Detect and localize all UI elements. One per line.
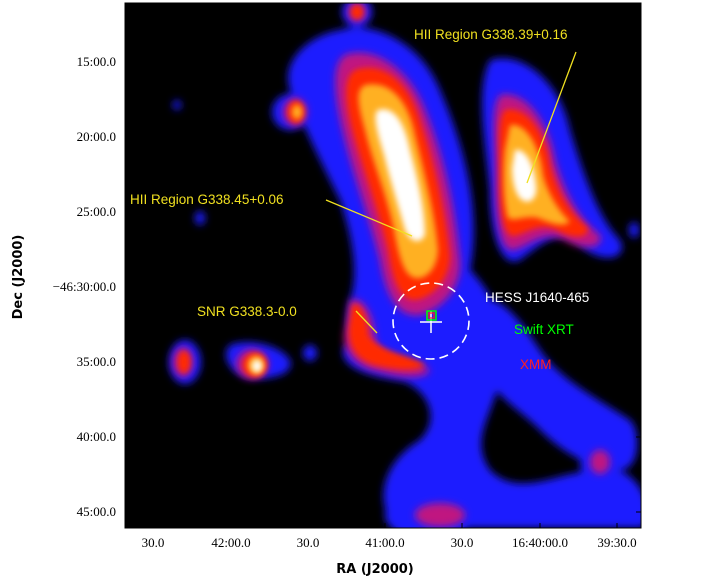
- legend-xmm: XMM: [520, 357, 552, 372]
- x-tick-label: 39:30.0: [597, 535, 636, 550]
- y-tick-label: 40:00.0: [77, 429, 116, 444]
- y-tick-label: 45:00.0: [77, 504, 116, 519]
- hii-region-2-pointer: [325, 199, 413, 237]
- swift-xrt-marker: [426, 310, 437, 321]
- core-emission-layer: [252, 109, 537, 372]
- snr-g338-label: SNR G338.3-0.0: [197, 304, 297, 319]
- hii-region-g338-39-label: HII Region G338.39+0.16: [414, 27, 567, 42]
- y-tick-label: 15:00.0: [77, 54, 116, 69]
- snr-pointer: [355, 310, 378, 334]
- emission-map: [169, 3, 641, 528]
- y-tick-label: 35:00.0: [77, 354, 116, 369]
- x-tick-label: 16:40:00.0: [512, 535, 568, 550]
- x-tick-label: 30.0: [142, 535, 165, 550]
- x-ticks: [152, 523, 618, 528]
- hii-region-g338-45-label: HII Region G338.45+0.06: [130, 192, 283, 207]
- hii-region-1-pointer: [526, 51, 577, 184]
- x-tick-label: 30.0: [297, 535, 320, 550]
- xmm-marker: [428, 312, 435, 319]
- hess-source-circle: [392, 282, 470, 360]
- y-tick-label: 20:00.0: [77, 129, 116, 144]
- y-ticks: [125, 61, 641, 513]
- legend-swift-xrt: Swift XRT: [514, 322, 574, 337]
- x-tick-label: 42:00.0: [211, 535, 250, 550]
- y-tick-label: −46:30:00.0: [53, 279, 116, 294]
- legend-hess: HESS J1640-465: [485, 290, 589, 305]
- x-tick-label: 41:00.0: [365, 535, 404, 550]
- y-tick-label: 25:00.0: [77, 204, 116, 219]
- y-axis-title: Dec (J2000): [11, 235, 26, 320]
- x-tick-label: 30.0: [451, 535, 474, 550]
- plot-frame: [124, 2, 642, 529]
- x-axis-title: RA (J2000): [336, 562, 414, 577]
